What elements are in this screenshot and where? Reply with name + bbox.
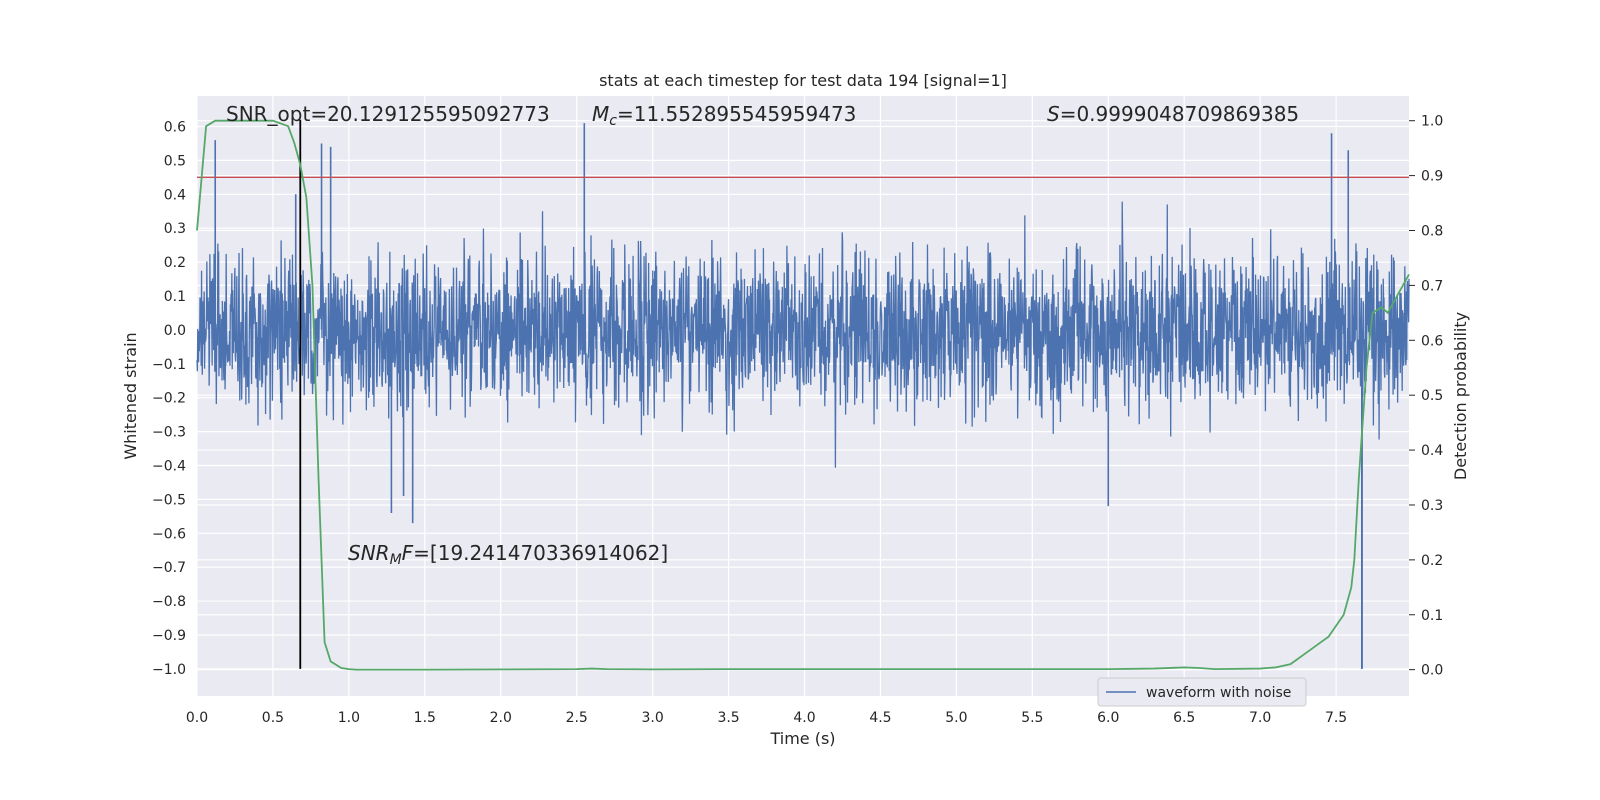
y2-tick-label: 0.2 — [1421, 553, 1443, 569]
y2-tick-label: 0.1 — [1421, 608, 1443, 624]
annotation-snr-mf: SNRMF=[19.241470336914062] — [348, 541, 668, 568]
annotation-chirp-mass: Mc=11.552895545959473 — [592, 102, 856, 129]
legend-box — [1097, 677, 1307, 707]
x-tick-label: 7.0 — [1249, 710, 1271, 726]
x-tick-label: 3.0 — [642, 710, 664, 726]
x-tick-label: 2.0 — [490, 710, 512, 726]
overlay-lines — [197, 119, 1409, 669]
y-tick-label: −0.9 — [152, 628, 186, 644]
y-tick-label: 0.1 — [164, 289, 186, 305]
annotation-snr-opt: SNR_opt=20.129125595092773 — [226, 102, 550, 126]
x-tick-label: 1.5 — [414, 710, 436, 726]
x-axis-ticks: 0.0 0.5 1.0 1.5 2.0 2.5 3.0 3.5 4.0 4.5 5.0 5.5 6.0 6… — [186, 710, 1347, 726]
y2-tick-label: 0.3 — [1421, 498, 1443, 514]
legend: waveform with noise — [1097, 677, 1307, 707]
probability-series — [196, 119, 1410, 671]
x-tick-label: 7.5 — [1325, 710, 1347, 726]
y2-axis-label: Detection probability — [1451, 312, 1470, 480]
y-tick-label: 0.6 — [164, 120, 186, 136]
y2-tick-label: 0.7 — [1421, 278, 1443, 294]
y-tick-label: −0.5 — [152, 492, 186, 508]
y-tick-label: 0.0 — [164, 323, 186, 339]
waveform-line — [196, 201, 1410, 468]
x-tick-label: 6.0 — [1097, 710, 1119, 726]
y-tick-label: −0.1 — [152, 357, 186, 373]
x-tick-label: 6.5 — [1173, 710, 1195, 726]
y-tick-label: −0.2 — [152, 391, 186, 407]
probability-line — [196, 119, 1410, 671]
x-axis-label: Time (s) — [769, 729, 835, 748]
y2-tick-label: 0.4 — [1421, 443, 1443, 459]
y-tick-label: 0.5 — [164, 153, 186, 169]
y-tick-label: −0.4 — [152, 458, 186, 474]
y-axis-label: Whitened strain — [121, 332, 140, 459]
x-tick-label: 4.0 — [793, 710, 815, 726]
y-tick-label: 0.4 — [164, 187, 186, 203]
y2-tick-label: 0.6 — [1421, 333, 1443, 349]
y-tick-label: 0.3 — [164, 221, 186, 237]
x-tick-label: 0.0 — [186, 710, 208, 726]
x-tick-label: 1.0 — [338, 710, 360, 726]
y-tick-label: −0.8 — [152, 594, 186, 610]
y2-axis-ticks: 1.0 0.9 0.8 0.7 0.6 0.5 0.4 0.3 0.2 0.1 0.0 — [1409, 114, 1443, 679]
y-tick-label: −0.3 — [152, 425, 186, 441]
x-tick-label: 3.5 — [717, 710, 739, 726]
y2-tick-label: 1.0 — [1421, 114, 1443, 130]
x-tick-label: 4.5 — [869, 710, 891, 726]
y-tick-label: −0.7 — [152, 560, 186, 576]
plot-area — [197, 96, 1409, 696]
y-axis-ticks: 0.6 0.5 0.4 0.3 0.2 0.1 0.0 −0.1 −0.2 −0.3 −0.4 −0.… — [152, 120, 186, 678]
y2-tick-label: 0.9 — [1421, 169, 1443, 185]
y2-tick-label: 0.5 — [1421, 388, 1443, 404]
legend-label-waveform: waveform with noise — [1146, 685, 1291, 701]
y2-tick-label: 0.0 — [1421, 663, 1443, 679]
x-tick-label: 5.5 — [1021, 710, 1043, 726]
x-tick-label: 2.5 — [566, 710, 588, 726]
y-tick-label: −0.6 — [152, 526, 186, 542]
chart-title: stats at each timestep for test data 194… — [599, 71, 1007, 90]
x-tick-label: 0.5 — [262, 710, 284, 726]
y2-tick-label: 0.8 — [1421, 223, 1443, 239]
y-tick-label: −1.0 — [152, 662, 186, 678]
x-tick-label: 5.0 — [945, 710, 967, 726]
annotation-s-value: S=0.9999048709869385 — [1047, 102, 1299, 126]
y-tick-label: 0.2 — [164, 255, 186, 271]
